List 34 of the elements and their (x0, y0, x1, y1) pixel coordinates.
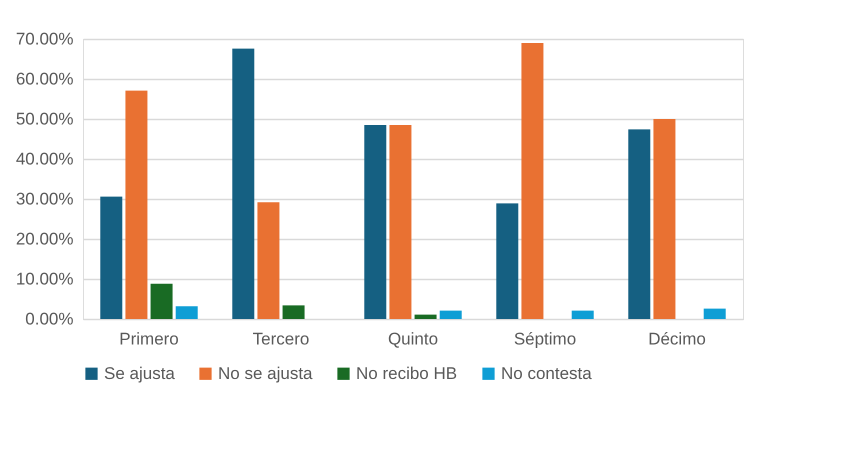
bar (389, 125, 412, 319)
legend-label: No recibo HB (356, 364, 458, 383)
bar (628, 129, 650, 319)
y-tick-label: 70.00% (16, 30, 74, 48)
bar (572, 310, 594, 319)
bar (257, 202, 280, 319)
x-tick-label: Tercero (252, 330, 310, 348)
y-tick-label: 60.00% (16, 70, 74, 88)
x-tick-label: Décimo (648, 330, 706, 348)
x-tick-label: Quinto (388, 330, 438, 348)
bar (150, 284, 173, 319)
bar (232, 48, 254, 319)
y-tick-label: 30.00% (16, 190, 74, 208)
legend-label: Se ajusta (104, 364, 176, 383)
bar (125, 90, 148, 319)
bar (364, 125, 386, 319)
bar (100, 196, 122, 319)
legend-label: No se ajusta (218, 364, 314, 383)
legend-label: No contesta (501, 364, 592, 383)
bar (440, 310, 462, 319)
bar (653, 119, 676, 319)
y-tick-label: 0.00% (25, 310, 74, 328)
bar (176, 306, 198, 319)
y-tick-label: 50.00% (16, 110, 74, 128)
bar (414, 314, 437, 319)
y-tick-label: 20.00% (16, 230, 74, 248)
x-tick-label: Primero (119, 330, 179, 348)
bar (704, 308, 726, 319)
y-tick-label: 40.00% (16, 150, 74, 168)
x-tick-label: Séptimo (514, 330, 576, 348)
bar (282, 305, 305, 319)
bar (496, 203, 518, 319)
bar (521, 43, 544, 319)
y-tick-label: 10.00% (16, 270, 74, 288)
